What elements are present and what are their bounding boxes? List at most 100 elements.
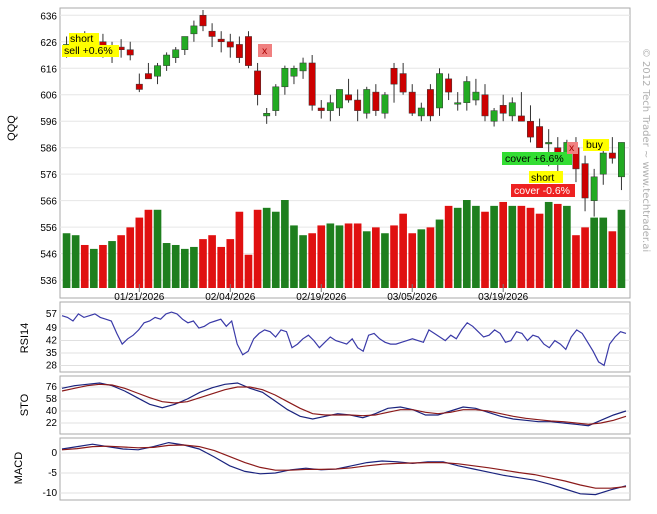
date-tick-label: 02/19/2026	[296, 292, 346, 303]
price-tick-label: 606	[40, 91, 57, 102]
candle-body	[263, 113, 271, 117]
volume-bar	[171, 244, 180, 288]
rsi-panel	[59, 301, 631, 373]
candle-body	[372, 91, 380, 111]
panel-tick-label: 0	[51, 448, 57, 459]
volume-bar	[126, 227, 135, 288]
volume-bar	[244, 254, 253, 288]
date-tick-label: 03/05/2026	[387, 292, 437, 303]
volume-bar	[481, 211, 489, 288]
volume-bar	[490, 205, 498, 288]
volume-bar	[617, 209, 626, 288]
volume-bar	[299, 235, 307, 288]
panel-tick-label: -10	[43, 488, 58, 499]
volume-bar	[153, 209, 162, 288]
volume-bar	[417, 229, 426, 288]
candle-body	[354, 99, 362, 111]
price-tick-label: 566	[40, 197, 57, 208]
volume-bar	[180, 248, 189, 288]
candle-body	[290, 68, 298, 77]
volume-bar	[226, 239, 235, 288]
watermark: © 2012 Tech Trader ~ www.techtrader.ai	[640, 48, 651, 252]
candle-body	[417, 107, 425, 117]
candle-body	[608, 152, 616, 159]
panel-tick-label: 49	[46, 323, 58, 334]
volume-bar	[71, 235, 80, 288]
volume-bar	[353, 223, 362, 288]
candle-body	[235, 44, 243, 58]
candle-body	[317, 107, 325, 111]
indicator-line	[61, 444, 627, 489]
volume-bar	[90, 248, 98, 288]
candle-body	[445, 78, 453, 93]
candle-body	[472, 91, 480, 101]
volume-bar	[162, 243, 171, 288]
candle-body	[254, 70, 262, 95]
signal-label: x	[569, 142, 575, 154]
price-tick-label: 586	[40, 144, 57, 155]
candle-body	[390, 68, 398, 85]
indicator-line	[61, 382, 627, 427]
price-tick-label: 576	[40, 170, 57, 181]
volume-bar	[190, 246, 198, 288]
volume-bar	[517, 205, 526, 288]
candle-body	[463, 81, 471, 103]
candle-body	[163, 54, 171, 66]
volume-bar	[108, 241, 116, 288]
candle-body	[281, 68, 289, 88]
volume-bar	[553, 203, 562, 288]
signal-label: buy	[586, 139, 604, 151]
candle-body	[326, 102, 334, 111]
volume-bar	[62, 233, 71, 288]
panel-tick-label: 40	[46, 406, 58, 417]
volume-bar	[117, 235, 125, 288]
rsi-axis-label: RSI14	[19, 323, 31, 354]
volume-bar	[426, 227, 435, 288]
volume-bar	[308, 233, 316, 288]
candle-body	[336, 89, 343, 109]
volume-bar	[499, 201, 508, 288]
volume-bar	[472, 205, 480, 288]
candle-body	[381, 94, 389, 114]
volume-bar	[135, 217, 144, 288]
candle-body	[299, 62, 307, 72]
candle-body	[527, 120, 534, 138]
candle-body	[345, 94, 352, 101]
signal-label: cover -0.6%	[514, 185, 570, 197]
volume-bar	[581, 227, 589, 288]
panel-tick-label: 42	[46, 336, 58, 347]
volume-bar	[599, 217, 608, 288]
candle-body	[581, 163, 589, 199]
candle-body	[426, 89, 434, 117]
volume-bar	[544, 201, 553, 288]
signal-label: short	[531, 172, 554, 184]
volume-bar	[262, 207, 271, 288]
panel-tick-label: 22	[46, 418, 58, 429]
candle-body	[490, 110, 498, 122]
price-y-axis: 636 626 616 606 596 586 576 566 556 546 536	[40, 11, 57, 287]
volume-bar	[344, 223, 353, 288]
volume-bar	[362, 231, 371, 288]
candle-body	[517, 115, 525, 122]
macd-plot: 0 -5 -10	[43, 441, 630, 499]
date-tick-label: 02/04/2026	[205, 292, 255, 303]
candle-body	[144, 73, 152, 80]
candle-body	[436, 73, 443, 109]
indicator-line	[61, 311, 627, 367]
candle-body	[481, 94, 489, 117]
volume-bar	[290, 225, 298, 288]
volume-bar	[462, 200, 471, 288]
volume-bar	[335, 225, 344, 288]
candle-body	[208, 30, 216, 37]
panel-tick-label: 35	[46, 348, 58, 359]
panel-tick-label: 76	[46, 382, 58, 393]
signal-label: cover +6.6%	[505, 153, 564, 165]
price-tick-label: 636	[40, 11, 57, 22]
candle-body	[172, 49, 180, 58]
volume-bar	[390, 225, 398, 288]
candle-body	[590, 176, 598, 201]
volume-bar	[326, 223, 335, 288]
candle-body	[272, 86, 280, 111]
price-tick-label: 596	[40, 117, 57, 128]
